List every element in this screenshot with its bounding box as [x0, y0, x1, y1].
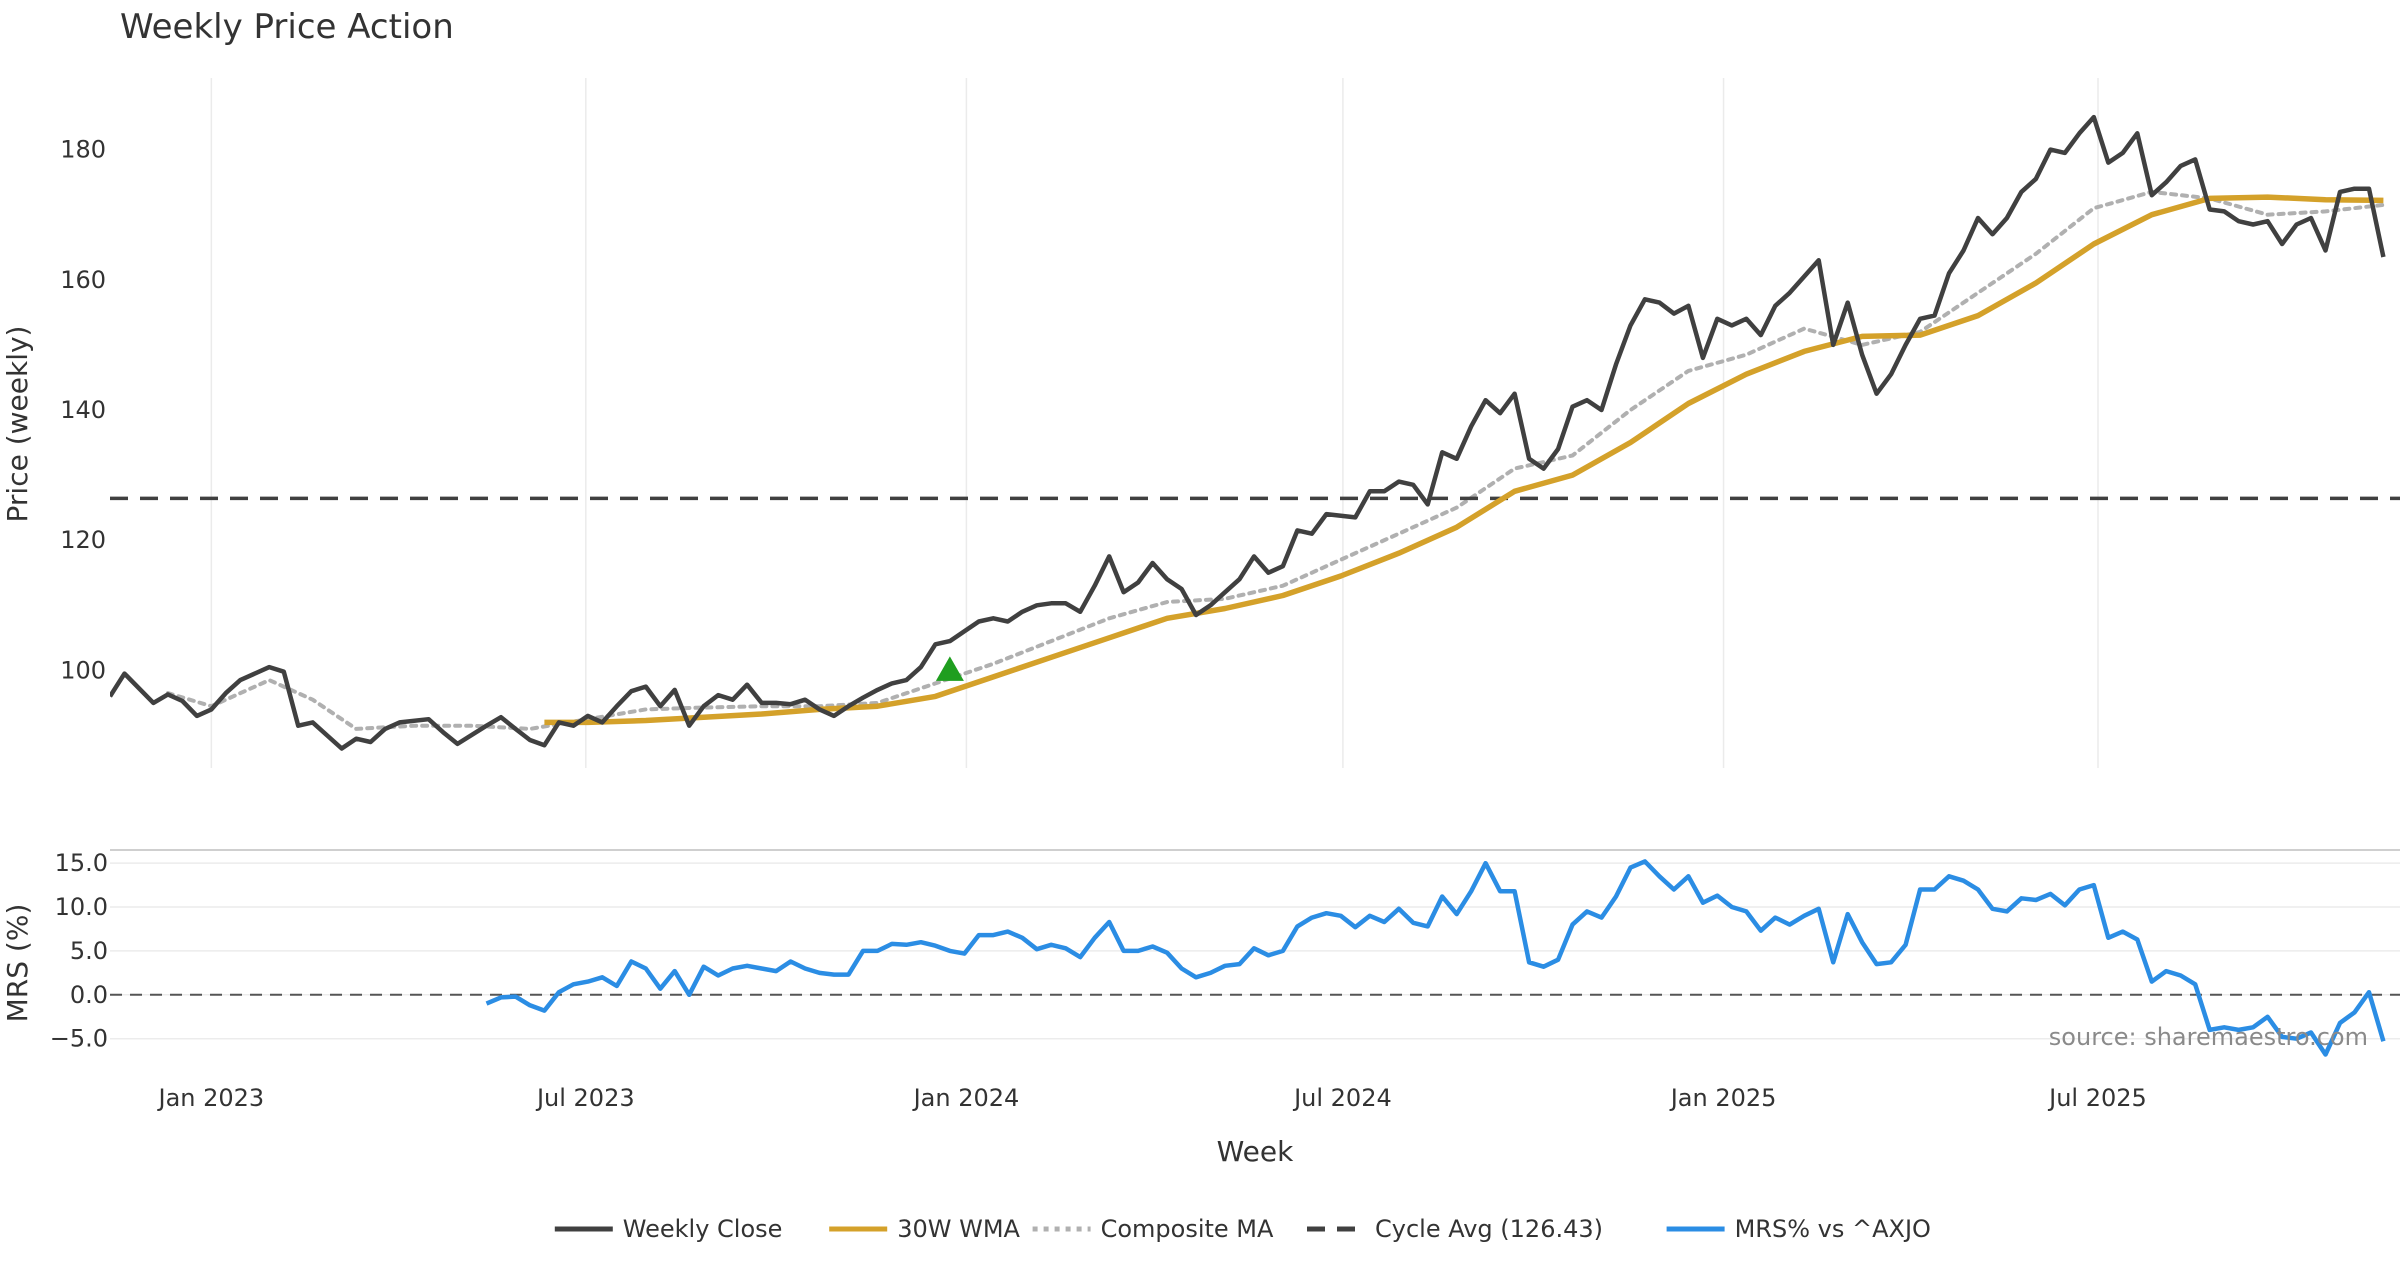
- series-30w-wma: [544, 194, 2384, 726]
- x-tick-label: Jan 2024: [912, 1084, 1020, 1112]
- legend-label: 30W WMA: [897, 1215, 1020, 1243]
- price-y-tick-label: 100: [60, 656, 106, 684]
- legend-label: Composite MA: [1101, 1215, 1274, 1243]
- mrs-y-tick-label: 0.0: [70, 981, 108, 1009]
- legend-label: Weekly Close: [623, 1215, 783, 1243]
- series-weekly-close: [110, 114, 2386, 751]
- series-composite-ma: [165, 189, 2386, 731]
- x-tick-label: Jan 2023: [157, 1084, 265, 1112]
- legend-label: Cycle Avg (126.43): [1375, 1215, 1603, 1243]
- series-layer: [110, 114, 2400, 1057]
- series-mrs-vs-axjo: [485, 859, 2386, 1057]
- x-tick-label: Jan 2025: [1669, 1084, 1777, 1112]
- marker-layer: [935, 656, 964, 681]
- price-y-tick-label: 180: [60, 136, 106, 164]
- tick-layer: Jan 2023 Jul 2023 Jan 2024 Jul 2024 Jan 2025…: [50, 136, 2147, 1112]
- legend-label: MRS% vs ^AXJO: [1735, 1215, 1931, 1243]
- chart-title: Weekly Price Action: [120, 7, 454, 47]
- price-y-tick-label: 140: [60, 396, 106, 424]
- price-y-axis-title: Price (weekly): [1, 326, 34, 523]
- mrs-y-tick-label: 5.0: [70, 937, 108, 965]
- source-note: source: sharemaestro.com: [2049, 1023, 2368, 1051]
- buy-signal-marker: [935, 656, 964, 681]
- price-y-tick-label: 160: [60, 266, 106, 294]
- mrs-y-axis-title: MRS (%): [1, 904, 34, 1023]
- price-y-tick-label: 120: [60, 526, 106, 554]
- mrs-y-tick-label: −5.0: [50, 1025, 108, 1053]
- x-tick-label: Jul 2024: [1292, 1084, 1392, 1112]
- legend: Weekly Close 30W WMA Composite MA Cycle Avg…: [554, 1215, 1931, 1243]
- x-tick-label: Jul 2023: [535, 1084, 635, 1112]
- mrs-y-tick-label: 10.0: [55, 893, 108, 921]
- x-axis-title: Week: [1217, 1135, 1294, 1168]
- x-tick-label: Jul 2025: [2047, 1084, 2147, 1112]
- mrs-y-tick-label: 15.0: [55, 849, 108, 877]
